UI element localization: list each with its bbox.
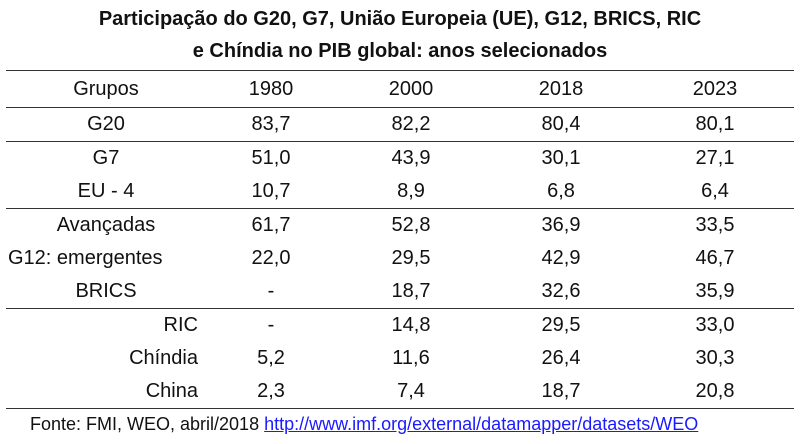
table-cell: 6,8 <box>547 180 575 202</box>
header-2023: 2023 <box>636 70 794 108</box>
table-cell: 80,4 <box>486 107 636 142</box>
table-row: China 2,3 7,4 18,7 20,8 <box>6 375 794 409</box>
source-note: Fonte: FMI, WEO, abril/2018 http://www.i… <box>30 411 698 437</box>
gdp-share-table: Grupos 1980 2000 2018 2023 G20 83,7 82,2… <box>6 70 794 409</box>
table-row: BRICS - 18,7 32,6 35,9 <box>6 275 794 309</box>
table-cell: 26,4 <box>541 347 581 369</box>
row-label: RIC <box>6 308 206 342</box>
table-cell: - <box>267 280 275 302</box>
table-row: Avançadas 61,7 52,8 36,9 33,5 <box>6 208 794 242</box>
table-row: G7 51,0 43,9 30,1 27,1 <box>6 141 794 175</box>
table-cell: 30,1 <box>486 141 636 175</box>
row-label: BRICS <box>75 280 137 302</box>
table-cell: 29,5 <box>391 247 431 269</box>
row-label: Chíndia <box>129 347 198 369</box>
table-cell: 29,5 <box>486 308 636 342</box>
table-cell: 33,0 <box>636 308 794 342</box>
table-cell: 51,0 <box>206 141 336 175</box>
table-row: Chíndia 5,2 11,6 26,4 30,3 <box>6 342 794 375</box>
table-cell: 14,8 <box>336 308 486 342</box>
table-row: G20 83,7 82,2 80,4 80,1 <box>6 107 794 142</box>
row-label: EU - 4 <box>77 180 135 202</box>
table-title-line-1: Participação do G20, G7, União Europeia … <box>98 8 702 30</box>
table-title-line-2: e Chíndia no PIB global: anos selecionad… <box>192 40 608 62</box>
header-1980: 1980 <box>206 70 336 108</box>
table-row: G12: emergentes 22,0 29,5 42,9 46,7 <box>6 242 794 275</box>
header-row: Grupos 1980 2000 2018 2023 <box>6 70 794 108</box>
table-cell: 80,1 <box>636 107 794 142</box>
table-cell: 52,8 <box>336 208 486 242</box>
table-cell: 32,6 <box>541 280 581 302</box>
table-cell: 20,8 <box>636 375 794 409</box>
source-prefix: Fonte: FMI, WEO, abril/2018 <box>30 414 260 434</box>
header-2018: 2018 <box>486 70 636 108</box>
table-cell: 22,0 <box>251 247 291 269</box>
table-cell: 46,7 <box>695 247 735 269</box>
table-cell: 36,9 <box>486 208 636 242</box>
table-cell: 61,7 <box>206 208 336 242</box>
row-label: G12: emergentes <box>8 247 163 269</box>
row-label: Avançadas <box>6 208 206 242</box>
table-cell: 83,7 <box>206 107 336 142</box>
table-cell: 30,3 <box>695 347 735 369</box>
table-cell: 82,2 <box>336 107 486 142</box>
table-cell: 42,9 <box>541 247 581 269</box>
table-cell: 11,6 <box>392 347 430 369</box>
table-cell: 8,9 <box>397 180 425 202</box>
header-groups: Grupos <box>6 70 206 108</box>
table-cell: 33,5 <box>636 208 794 242</box>
row-label: G7 <box>6 141 206 175</box>
source-link[interactable]: http://www.imf.org/external/datamapper/d… <box>264 414 699 434</box>
table-row: EU - 4 10,7 8,9 6,8 6,4 <box>6 175 794 209</box>
table-cell: 2,3 <box>206 375 336 409</box>
table-cell: 10,7 <box>251 180 291 202</box>
table-cell: 18,7 <box>486 375 636 409</box>
table-cell: 43,9 <box>336 141 486 175</box>
table-cell: - <box>206 308 336 342</box>
table-cell: 5,2 <box>257 347 285 369</box>
table-cell: 27,1 <box>636 141 794 175</box>
table-cell: 6,4 <box>701 180 729 202</box>
row-label: G20 <box>6 107 206 142</box>
table-row: RIC - 14,8 29,5 33,0 <box>6 308 794 342</box>
header-2000: 2000 <box>336 70 486 108</box>
table-cell: 18,7 <box>391 280 431 302</box>
row-label: China <box>6 375 206 409</box>
table-cell: 7,4 <box>336 375 486 409</box>
table-cell: 35,9 <box>695 280 735 302</box>
